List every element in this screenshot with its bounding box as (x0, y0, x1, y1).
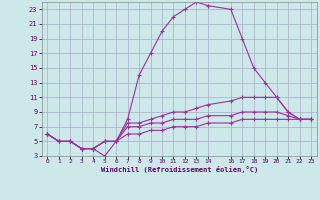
X-axis label: Windchill (Refroidissement éolien,°C): Windchill (Refroidissement éolien,°C) (100, 166, 258, 173)
